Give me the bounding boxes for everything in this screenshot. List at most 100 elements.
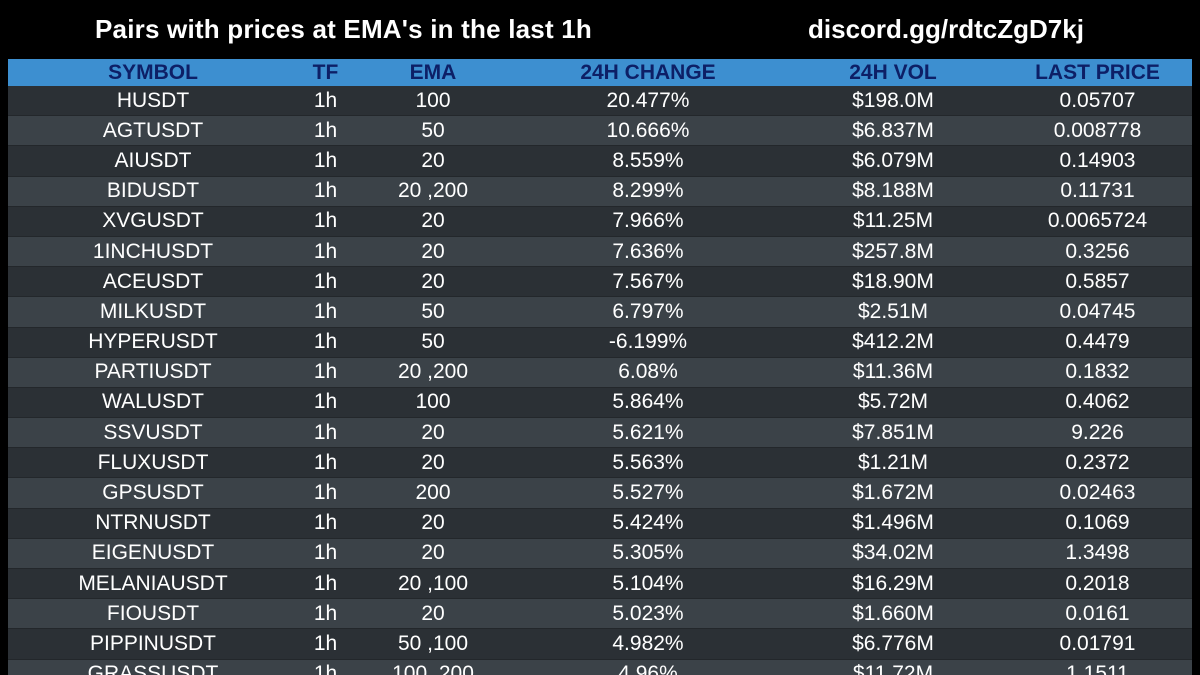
cell-tf: 1h	[298, 387, 353, 419]
cell-24h-change: 5.527%	[513, 477, 783, 509]
cell-24h-vol: $257.8M	[783, 236, 1003, 268]
cell-24h-vol: $11.36M	[783, 357, 1003, 388]
cell-tf: 1h	[298, 206, 353, 237]
cell-tf: 1h	[298, 477, 353, 509]
cell-24h-vol: $6.837M	[783, 115, 1003, 147]
cell-24h-change: 10.666%	[513, 115, 783, 147]
cell-tf: 1h	[298, 659, 353, 675]
cell-24h-vol: $1.496M	[783, 508, 1003, 539]
cell-symbol: NTRNUSDT	[8, 508, 298, 539]
cell-24h-vol: $34.02M	[783, 538, 1003, 570]
cell-tf: 1h	[298, 598, 353, 630]
cell-24h-change: 5.305%	[513, 538, 783, 570]
cell-last-price: 0.3256	[1003, 236, 1192, 268]
table-row: AGTUSDT 1h 50 10.666% $6.837M 0.008778	[8, 115, 1192, 147]
cell-last-price: 0.01791	[1003, 628, 1192, 660]
cell-ema: 50 ,100	[353, 628, 513, 660]
table-row: HYPERUSDT 1h 50 -6.199% $412.2M 0.4479	[8, 327, 1192, 358]
cell-24h-change: 5.864%	[513, 387, 783, 419]
cell-symbol: AGTUSDT	[8, 115, 298, 147]
cell-ema: 20	[353, 598, 513, 630]
table-row: BIDUSDT 1h 20 ,200 8.299% $8.188M 0.11731	[8, 176, 1192, 207]
cell-ema: 20	[353, 145, 513, 177]
cell-last-price: 0.2018	[1003, 568, 1192, 600]
cell-24h-vol: $1.672M	[783, 477, 1003, 509]
cell-last-price: 0.04745	[1003, 296, 1192, 328]
cell-ema: 20	[353, 206, 513, 237]
column-header-tf: TF	[298, 59, 353, 86]
cell-tf: 1h	[298, 145, 353, 177]
cell-last-price: 1.3498	[1003, 538, 1192, 570]
cell-24h-vol: $1.660M	[783, 598, 1003, 630]
column-header-ema: EMA	[353, 59, 513, 86]
table-row: PARTIUSDT 1h 20 ,200 6.08% $11.36M 0.1832	[8, 357, 1192, 388]
cell-24h-change: 7.966%	[513, 206, 783, 237]
table-row: MELANIAUSDT 1h 20 ,100 5.104% $16.29M 0.2018	[8, 568, 1192, 600]
cell-24h-change: 6.08%	[513, 357, 783, 388]
table-body: HUSDT 1h 100 20.477% $198.0M 0.05707 AGTUSDT 1h…	[8, 86, 1192, 675]
cell-symbol: WALUSDT	[8, 387, 298, 419]
table-row: GPSUSDT 1h 200 5.527% $1.672M 0.02463	[8, 477, 1192, 509]
cell-symbol: XVGUSDT	[8, 206, 298, 237]
cell-symbol: PIPPINUSDT	[8, 628, 298, 660]
cell-tf: 1h	[298, 296, 353, 328]
cell-tf: 1h	[298, 236, 353, 268]
cell-symbol: HYPERUSDT	[8, 327, 298, 358]
cell-last-price: 0.02463	[1003, 477, 1192, 509]
cell-24h-vol: $8.188M	[783, 176, 1003, 207]
cell-24h-vol: $11.72M	[783, 659, 1003, 675]
column-header-24h-vol: 24H VOL	[783, 59, 1003, 86]
cell-tf: 1h	[298, 417, 353, 449]
table-row: PIPPINUSDT 1h 50 ,100 4.982% $6.776M 0.01791	[8, 628, 1192, 660]
table-row: GRASSUSDT 1h 100 ,200 4.96% $11.72M 1.1511	[8, 659, 1192, 675]
cell-tf: 1h	[298, 568, 353, 600]
discord-invite-link[interactable]: discord.gg/rdtcZgD7kj	[808, 14, 1084, 44]
cell-last-price: 9.226	[1003, 417, 1192, 449]
cell-ema: 100	[353, 387, 513, 419]
cell-symbol: SSVUSDT	[8, 417, 298, 449]
cell-24h-vol: $16.29M	[783, 568, 1003, 600]
cell-24h-change: -6.199%	[513, 327, 783, 358]
cell-ema: 20	[353, 508, 513, 539]
table-row: SSVUSDT 1h 20 5.621% $7.851M 9.226	[8, 417, 1192, 449]
cell-tf: 1h	[298, 447, 353, 479]
cell-ema: 50	[353, 296, 513, 328]
cell-last-price: 0.4062	[1003, 387, 1192, 419]
cell-24h-change: 5.023%	[513, 598, 783, 630]
table-row: EIGENUSDT 1h 20 5.305% $34.02M 1.3498	[8, 538, 1192, 570]
cell-24h-vol: $198.0M	[783, 86, 1003, 117]
cell-last-price: 0.14903	[1003, 145, 1192, 177]
page-title: Pairs with prices at EMA's in the last 1…	[95, 14, 592, 44]
cell-last-price: 0.0161	[1003, 598, 1192, 630]
cell-last-price: 0.008778	[1003, 115, 1192, 147]
cell-symbol: PARTIUSDT	[8, 357, 298, 388]
cell-symbol: GRASSUSDT	[8, 659, 298, 675]
table-row: ACEUSDT 1h 20 7.567% $18.90M 0.5857	[8, 266, 1192, 298]
cell-tf: 1h	[298, 357, 353, 388]
cell-symbol: GPSUSDT	[8, 477, 298, 509]
cell-last-price: 0.0065724	[1003, 206, 1192, 237]
cell-24h-change: 5.424%	[513, 508, 783, 539]
table-header-row: SYMBOL TF EMA 24H CHANGE 24H VOL LAST PR…	[8, 59, 1192, 86]
cell-ema: 20	[353, 538, 513, 570]
table-row: MILKUSDT 1h 50 6.797% $2.51M 0.04745	[8, 296, 1192, 328]
table-row: FLUXUSDT 1h 20 5.563% $1.21M 0.2372	[8, 447, 1192, 479]
cell-symbol: FLUXUSDT	[8, 447, 298, 479]
cell-24h-vol: $2.51M	[783, 296, 1003, 328]
cell-symbol: AIUSDT	[8, 145, 298, 177]
cell-tf: 1h	[298, 538, 353, 570]
cell-24h-vol: $5.72M	[783, 387, 1003, 419]
table-row: 1INCHUSDT 1h 20 7.636% $257.8M 0.3256	[8, 236, 1192, 268]
cell-24h-change: 5.104%	[513, 568, 783, 600]
cell-24h-change: 7.636%	[513, 236, 783, 268]
cell-last-price: 0.2372	[1003, 447, 1192, 479]
cell-symbol: FIOUSDT	[8, 598, 298, 630]
column-header-last-price: LAST PRICE	[1003, 59, 1192, 86]
table-row: HUSDT 1h 100 20.477% $198.0M 0.05707	[8, 86, 1192, 117]
cell-tf: 1h	[298, 508, 353, 539]
cell-ema: 20	[353, 447, 513, 479]
cell-last-price: 0.11731	[1003, 176, 1192, 207]
cell-symbol: MILKUSDT	[8, 296, 298, 328]
cell-last-price: 0.1069	[1003, 508, 1192, 539]
